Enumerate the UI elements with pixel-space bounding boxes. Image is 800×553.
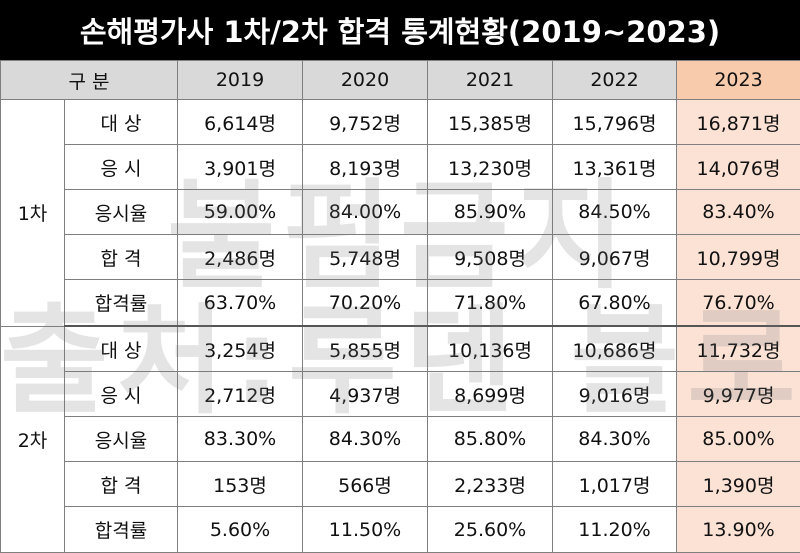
cell-value: 2,486명 [178,235,303,280]
page-title: 손해평가사 1차/2차 합격 통계현황(2019~2023) [0,0,800,60]
table-row: 합격률 5.60% 11.50% 25.60% 11.20% 13.90% [1,507,800,553]
cell-value: 10,686명 [553,326,677,372]
cell-value: 70.20% [303,280,428,327]
cell-value: 84.50% [553,190,677,235]
cell-value: 4,937명 [303,372,428,417]
cell-value-highlight: 16,871명 [677,100,800,145]
cell-value: 15,796명 [553,100,677,145]
cell-value-highlight: 83.40% [677,190,800,235]
cell-value: 11.50% [303,507,428,553]
cell-value: 25.60% [428,507,553,553]
statistics-table: 구 분 2019 2020 2021 2022 2023 1차 대 상 6,61… [0,60,800,553]
header-category: 구 분 [1,61,178,100]
header-row: 구 분 2019 2020 2021 2022 2023 [1,61,800,100]
cell-value: 85.90% [428,190,553,235]
cell-value: 9,016명 [553,372,677,417]
header-year-2019: 2019 [178,61,303,100]
row-label: 합격률 [65,507,178,553]
cell-value-highlight: 10,799명 [677,235,800,280]
cell-value: 83.30% [178,417,303,462]
cell-value-highlight: 1,390명 [677,462,800,507]
table-row: 2차 대 상 3,254명 5,855명 10,136명 10,686명 11,… [1,326,800,372]
cell-value: 2,233명 [428,462,553,507]
cell-value: 10,136명 [428,326,553,372]
cell-value: 84.30% [553,417,677,462]
cell-value: 3,254명 [178,326,303,372]
cell-value: 85.80% [428,417,553,462]
cell-value: 11.20% [553,507,677,553]
table-row: 합격률 63.70% 70.20% 71.80% 67.80% 76.70% [1,280,800,327]
cell-value-highlight: 76.70% [677,280,800,327]
header-year-2022: 2022 [553,61,677,100]
cell-value: 8,193명 [303,145,428,190]
table-row: 합 격 153명 566명 2,233명 1,017명 1,390명 [1,462,800,507]
cell-value: 1,017명 [553,462,677,507]
table-row: 응시율 83.30% 84.30% 85.80% 84.30% 85.00% [1,417,800,462]
header-year-2020: 2020 [303,61,428,100]
cell-value-highlight: 85.00% [677,417,800,462]
table-row: 1차 대 상 6,614명 9,752명 15,385명 15,796명 16,… [1,100,800,145]
row-label: 대 상 [65,100,178,145]
row-label: 대 상 [65,326,178,372]
table-row: 응 시 2,712명 4,937명 8,699명 9,016명 9,977명 [1,372,800,417]
cell-value: 9,752명 [303,100,428,145]
row-label: 응시율 [65,417,178,462]
row-label: 합 격 [65,462,178,507]
cell-value-highlight: 14,076명 [677,145,800,190]
cell-value: 8,699명 [428,372,553,417]
cell-value: 5,855명 [303,326,428,372]
row-label: 응시율 [65,190,178,235]
cell-value: 67.80% [553,280,677,327]
cell-value: 13,230명 [428,145,553,190]
cell-value-highlight: 13.90% [677,507,800,553]
cell-value: 2,712명 [178,372,303,417]
cell-value: 9,508명 [428,235,553,280]
group-label-1st: 1차 [1,100,65,327]
cell-value: 3,901명 [178,145,303,190]
cell-value: 59.00% [178,190,303,235]
cell-value: 71.80% [428,280,553,327]
row-label: 합 격 [65,235,178,280]
cell-value: 13,361명 [553,145,677,190]
table-row: 합 격 2,486명 5,748명 9,508명 9,067명 10,799명 [1,235,800,280]
cell-value: 84.30% [303,417,428,462]
cell-value: 15,385명 [428,100,553,145]
cell-value-highlight: 11,732명 [677,326,800,372]
cell-value: 63.70% [178,280,303,327]
cell-value: 153명 [178,462,303,507]
row-label: 합격률 [65,280,178,327]
header-year-2023: 2023 [677,61,800,100]
cell-value: 6,614명 [178,100,303,145]
group-label-2nd: 2차 [1,326,65,553]
row-label: 응 시 [65,145,178,190]
row-label: 응 시 [65,372,178,417]
cell-value: 5,748명 [303,235,428,280]
table-row: 응 시 3,901명 8,193명 13,230명 13,361명 14,076… [1,145,800,190]
table-row: 응시율 59.00% 84.00% 85.90% 84.50% 83.40% [1,190,800,235]
cell-value: 566명 [303,462,428,507]
cell-value: 84.00% [303,190,428,235]
cell-value-highlight: 9,977명 [677,372,800,417]
header-year-2021: 2021 [428,61,553,100]
cell-value: 5.60% [178,507,303,553]
cell-value: 9,067명 [553,235,677,280]
